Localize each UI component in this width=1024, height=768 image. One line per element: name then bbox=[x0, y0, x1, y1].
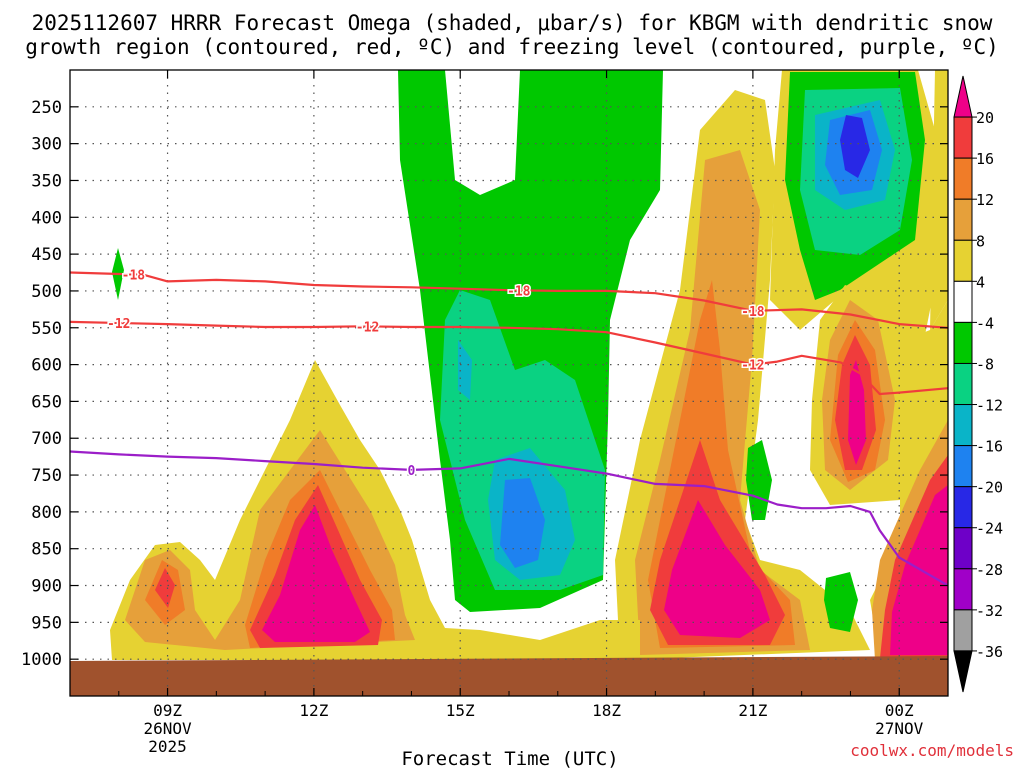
colorbar-swatch bbox=[953, 321, 973, 364]
contour-label: -12 bbox=[107, 317, 130, 332]
contour-label: -12 bbox=[741, 359, 764, 374]
y-tick-label: 900 bbox=[31, 577, 62, 597]
colorbar-label: 4 bbox=[976, 273, 985, 291]
x-tick-label: 2025 bbox=[148, 737, 187, 756]
y-tick-label: 600 bbox=[31, 356, 62, 376]
y-tick-label: 700 bbox=[31, 429, 62, 449]
omega-region-top-right-strip bbox=[930, 70, 948, 330]
omega-region-minus16 bbox=[500, 478, 545, 568]
y-tick-label: 800 bbox=[31, 503, 62, 523]
contour-lines bbox=[70, 271, 948, 587]
colorbar-label: -20 bbox=[976, 479, 1003, 497]
colorbar-swatch bbox=[953, 527, 973, 570]
colorbar-swatch bbox=[953, 75, 973, 118]
omega-region-plus20-lower-left bbox=[262, 505, 370, 642]
x-tick-label: 27NOV bbox=[875, 719, 924, 738]
omega-shading bbox=[70, 70, 948, 696]
x-tick-label: 12Z bbox=[299, 701, 328, 720]
contour-label: 0 bbox=[408, 464, 416, 479]
colorbar-swatch bbox=[953, 650, 973, 693]
contour-label: -18 bbox=[507, 284, 531, 299]
chart-title-line1: 2025112607 HRRR Forecast Omega (shaded, … bbox=[32, 11, 993, 35]
colorbar-label: -36 bbox=[976, 643, 1003, 661]
colorbar-label: 20 bbox=[976, 109, 994, 127]
x-tick-label: 21Z bbox=[738, 701, 767, 720]
y-tick-label: 250 bbox=[31, 98, 62, 118]
colorbar-swatch bbox=[953, 198, 973, 241]
contour-line--12 bbox=[70, 320, 948, 396]
omega-region-right-magenta bbox=[848, 360, 866, 465]
x-tick-label: 00Z bbox=[885, 701, 914, 720]
y-tick-label: 500 bbox=[31, 282, 62, 302]
colorbar-swatch bbox=[953, 568, 973, 611]
contour-label: -12 bbox=[356, 320, 379, 335]
x-tick-label: 26NOV bbox=[143, 719, 192, 738]
colorbar-swatch bbox=[953, 486, 973, 529]
colorbar-label: 12 bbox=[976, 191, 994, 209]
colorbar-swatch bbox=[953, 157, 973, 200]
chart-title-line2: growth region (contoured, red, ºC) and f… bbox=[25, 35, 999, 59]
colorbar-label: -16 bbox=[976, 438, 1003, 456]
x-tick-label: 15Z bbox=[446, 701, 475, 720]
colorbar-swatch bbox=[953, 116, 973, 159]
x-tick-label: 09Z bbox=[153, 701, 182, 720]
omega-region-upper-right-darkblue bbox=[840, 115, 870, 178]
colorbar-label: -4 bbox=[976, 314, 994, 332]
y-tick-label: 850 bbox=[31, 540, 62, 560]
y-tick-label: 300 bbox=[31, 135, 62, 155]
colorbar-label: 8 bbox=[976, 232, 985, 250]
x-tick-label: 18Z bbox=[592, 701, 621, 720]
contour-line--18 bbox=[70, 271, 948, 329]
y-tick-label: 950 bbox=[31, 613, 62, 633]
colorbar-label: 16 bbox=[976, 150, 994, 168]
omega-region-right-small-green bbox=[746, 440, 858, 632]
y-tick-label: 400 bbox=[31, 208, 62, 228]
y-tick-label: 750 bbox=[31, 466, 62, 486]
colorbar-swatch bbox=[953, 239, 973, 282]
colorbar-swatch bbox=[953, 609, 973, 652]
colorbar-swatch bbox=[953, 445, 973, 488]
site-credit[interactable]: coolwx.com/models bbox=[850, 741, 1014, 760]
x-axis-label: Forecast Time (UTC) bbox=[401, 748, 618, 768]
colorbar-swatch bbox=[953, 404, 973, 447]
contour-line-0 bbox=[70, 450, 948, 587]
colorbar-label: -12 bbox=[976, 397, 1003, 415]
omega-region-white-notch bbox=[445, 70, 520, 195]
colorbar-label: -32 bbox=[976, 602, 1003, 620]
contour-label: -18 bbox=[122, 268, 146, 283]
y-tick-label: 550 bbox=[31, 319, 62, 339]
colorbar-swatch bbox=[953, 280, 973, 323]
contour-labels: -18 -18 -18 -12 -12 -12 0 bbox=[106, 267, 767, 480]
colorbar-label: -28 bbox=[976, 561, 1003, 579]
y-tick-label: 350 bbox=[31, 171, 62, 191]
ground-fill bbox=[70, 656, 948, 696]
y-axis: 250 300 350 400 450 500 550 600 650 700 750 800 850 9… bbox=[21, 98, 948, 670]
colorbar-label: -24 bbox=[976, 520, 1003, 538]
omega-region-plus20-plume bbox=[664, 500, 770, 638]
colorbar: 20 16 12 8 4 -4 -8 -12 -16 -20 -24 -28 -32 -36 bbox=[953, 75, 1003, 693]
colorbar-swatch bbox=[953, 362, 973, 406]
contour-label: -18 bbox=[741, 305, 765, 320]
y-tick-label: 450 bbox=[31, 245, 62, 265]
y-tick-label: 1000 bbox=[21, 650, 62, 670]
y-tick-label: 650 bbox=[31, 392, 62, 412]
colorbar-label: -8 bbox=[976, 355, 994, 373]
